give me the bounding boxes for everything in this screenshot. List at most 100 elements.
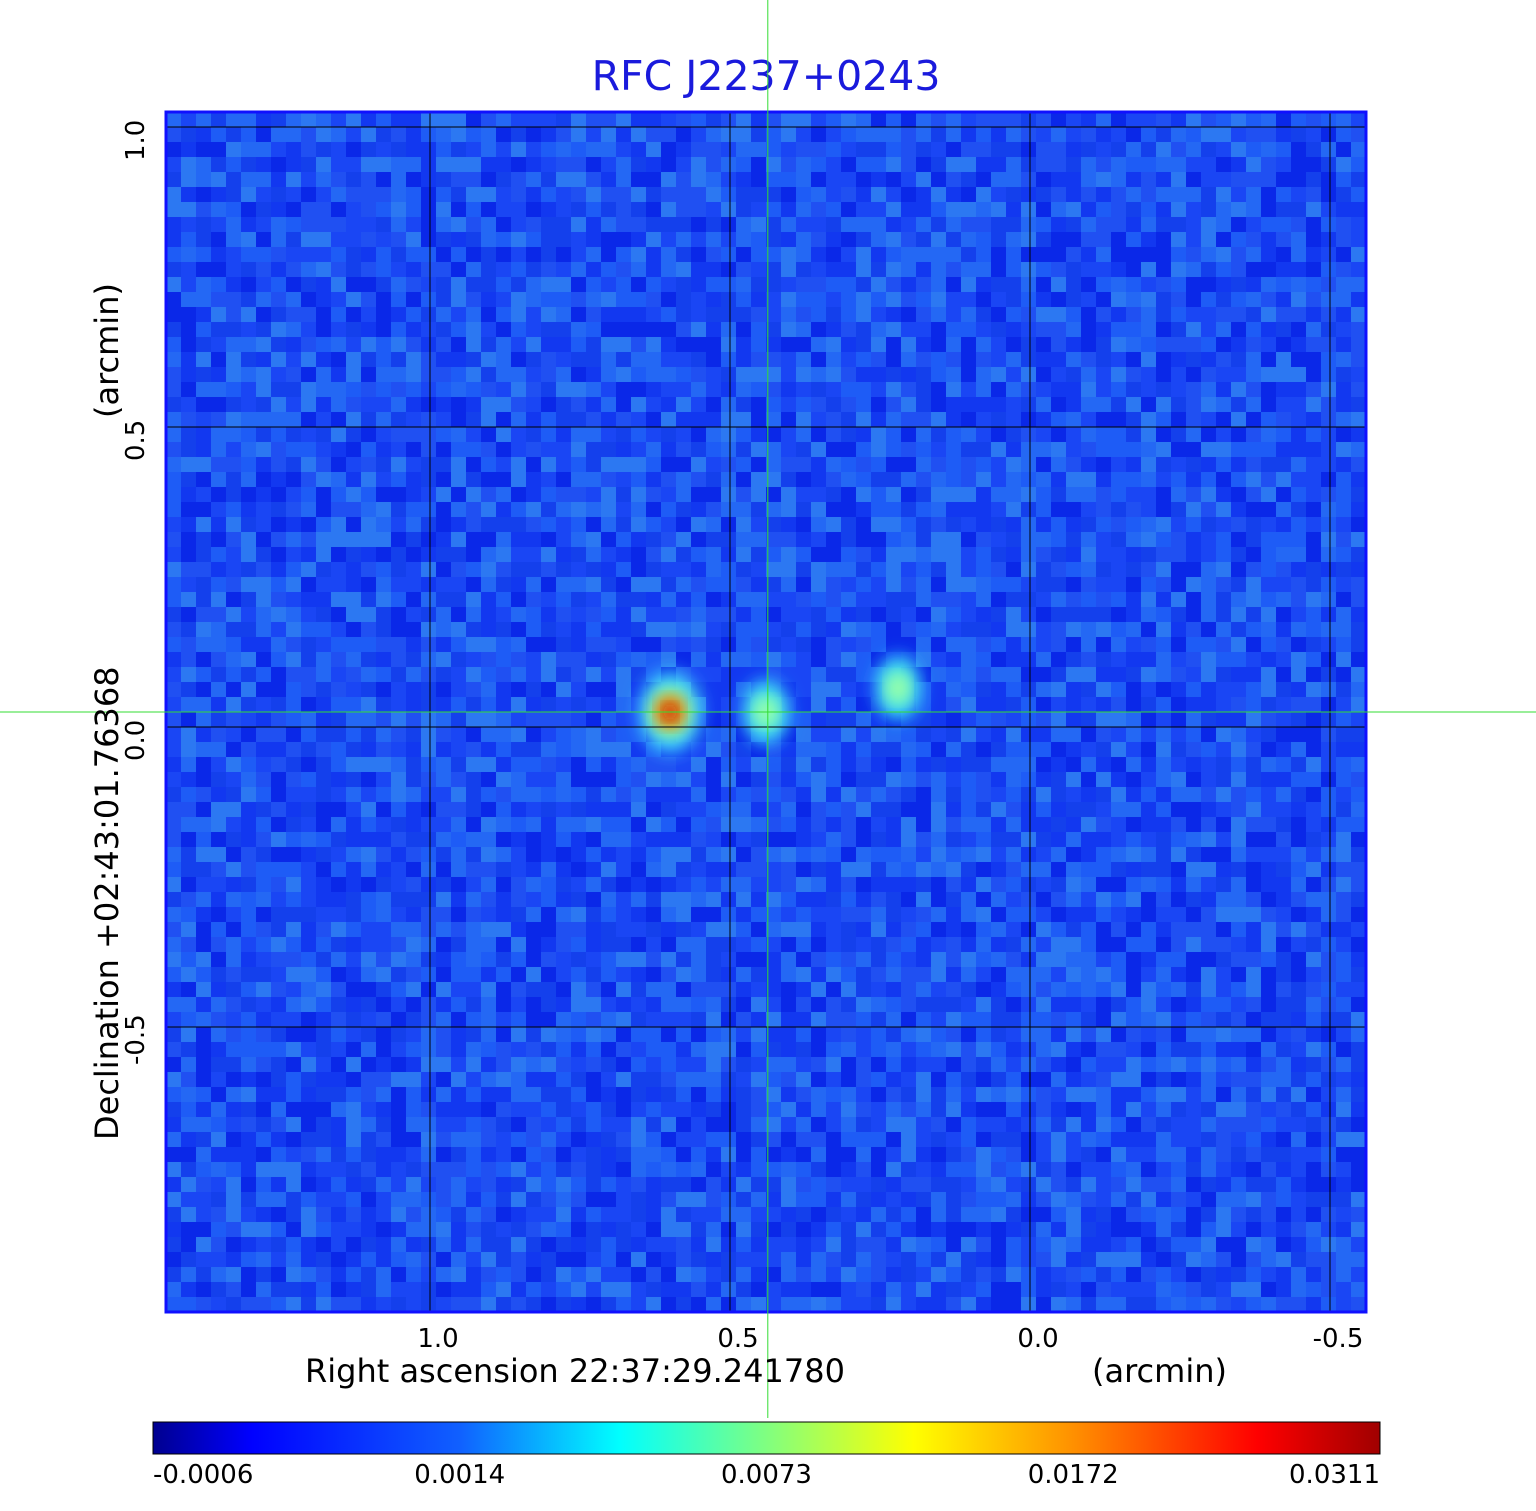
- pixel: [871, 367, 886, 382]
- pixel: [1156, 247, 1171, 262]
- pixel: [766, 277, 781, 292]
- pixel: [766, 487, 781, 502]
- pixel: [991, 502, 1006, 517]
- pixel: [1246, 217, 1261, 232]
- pixel: [886, 1012, 901, 1027]
- pixel: [1036, 682, 1051, 697]
- pixel: [226, 367, 241, 382]
- pixel: [691, 382, 706, 397]
- pixel: [886, 727, 901, 742]
- pixel: [496, 937, 511, 952]
- pixel: [1126, 862, 1141, 877]
- pixel: [256, 1042, 271, 1057]
- pixel: [406, 922, 421, 937]
- pixel: [301, 1012, 316, 1027]
- pixel: [1186, 487, 1201, 502]
- pixel: [766, 442, 781, 457]
- pixel: [226, 382, 241, 397]
- pixel: [1156, 307, 1171, 322]
- pixel: [1276, 412, 1291, 427]
- pixel: [301, 697, 316, 712]
- pixel: [391, 202, 406, 217]
- pixel: [421, 967, 436, 982]
- pixel: [586, 532, 601, 547]
- pixel: [721, 877, 736, 892]
- pixel: [1141, 802, 1156, 817]
- pixel: [706, 862, 721, 877]
- pixel: [1246, 487, 1261, 502]
- pixel: [316, 607, 331, 622]
- pixel: [1081, 397, 1096, 412]
- pixel: [316, 697, 331, 712]
- pixel: [1126, 352, 1141, 367]
- pixel: [796, 577, 811, 592]
- pixel: [181, 202, 196, 217]
- pixel: [766, 337, 781, 352]
- pixel: [1231, 322, 1246, 337]
- pixel: [1096, 232, 1111, 247]
- pixel: [631, 367, 646, 382]
- pixel: [1171, 1012, 1186, 1027]
- pixel: [166, 187, 181, 202]
- pixel: [916, 772, 931, 787]
- pixel: [256, 622, 271, 637]
- pixel: [331, 997, 346, 1012]
- pixel: [736, 487, 751, 502]
- pixel: [661, 427, 676, 442]
- pixel: [1006, 127, 1021, 142]
- pixel: [1126, 472, 1141, 487]
- pixel: [706, 922, 721, 937]
- pixel: [856, 412, 871, 427]
- pixel: [511, 337, 526, 352]
- pixel: [166, 367, 181, 382]
- pixel: [1291, 952, 1306, 967]
- pixel: [481, 682, 496, 697]
- pixel: [601, 292, 616, 307]
- pixel: [1216, 982, 1231, 997]
- pixel: [1231, 112, 1246, 127]
- pixel: [901, 232, 916, 247]
- pixel: [466, 877, 481, 892]
- pixel: [1081, 712, 1096, 727]
- pixel: [421, 697, 436, 712]
- pixel: [256, 487, 271, 502]
- pixel: [1126, 277, 1141, 292]
- pixel: [871, 577, 886, 592]
- pixel: [211, 487, 226, 502]
- pixel: [241, 967, 256, 982]
- pixel: [631, 277, 646, 292]
- pixel: [1096, 157, 1111, 172]
- pixel: [751, 1027, 766, 1042]
- pixel: [721, 682, 736, 697]
- pixel: [1276, 802, 1291, 817]
- pixel: [211, 862, 226, 877]
- pixel: [166, 1042, 181, 1057]
- pixel: [406, 112, 421, 127]
- pixel: [1261, 412, 1276, 427]
- pixel: [391, 787, 406, 802]
- pixel: [1156, 397, 1171, 412]
- pixel: [481, 607, 496, 622]
- pixel: [571, 667, 586, 682]
- pixel: [316, 742, 331, 757]
- pixel: [1261, 967, 1276, 982]
- pixel: [931, 877, 946, 892]
- pixel: [871, 142, 886, 157]
- pixel: [856, 1027, 871, 1042]
- pixel: [1201, 322, 1216, 337]
- pixel: [526, 142, 541, 157]
- pixel: [571, 262, 586, 277]
- pixel: [691, 247, 706, 262]
- pixel: [421, 862, 436, 877]
- pixel: [331, 397, 346, 412]
- pixel: [1051, 157, 1066, 172]
- pixel: [361, 232, 376, 247]
- pixel: [721, 172, 736, 187]
- pixel: [511, 472, 526, 487]
- pixel: [1156, 847, 1171, 862]
- pixel: [571, 442, 586, 457]
- pixel: [946, 652, 961, 667]
- pixel: [1156, 457, 1171, 472]
- pixel: [511, 907, 526, 922]
- pixel: [1246, 232, 1261, 247]
